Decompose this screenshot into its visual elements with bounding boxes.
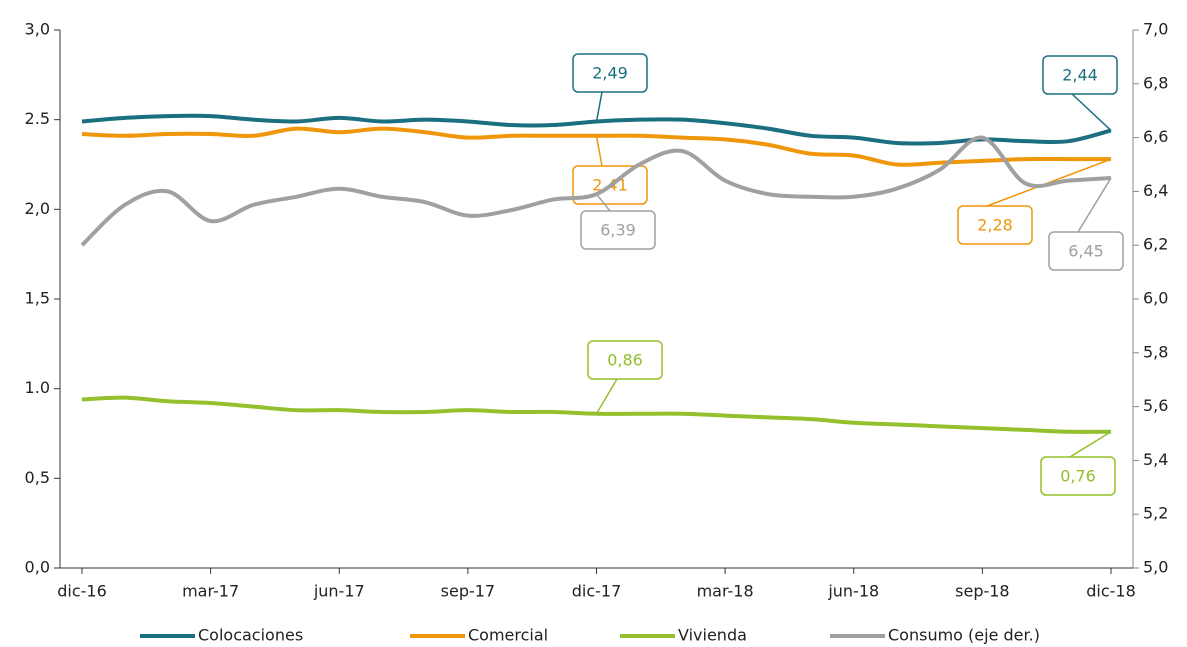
y-tick-label: 1.0 — [25, 378, 50, 397]
y2-tick-label: 6,2 — [1143, 235, 1168, 254]
data-label: 0,76 — [1060, 467, 1096, 486]
y2-tick-label: 6,4 — [1143, 181, 1168, 200]
x-tick-label: sep-17 — [441, 582, 495, 601]
legend-label: Consumo (eje der.) — [888, 626, 1040, 645]
y2-tick-label: 6,8 — [1143, 73, 1168, 92]
x-tick-label: mar-17 — [182, 582, 239, 601]
y-tick-label: 0,0 — [25, 558, 50, 577]
y-tick-label: 2.5 — [25, 109, 50, 128]
data-label: 2,49 — [592, 64, 628, 83]
y2-tick-label: 5,0 — [1143, 558, 1168, 577]
callout-box — [1040, 456, 1116, 496]
y2-tick-label: 6,0 — [1143, 289, 1168, 308]
y-tick-label: 1,5 — [25, 289, 50, 308]
x-tick-label: jun-17 — [313, 582, 365, 601]
line — [81, 126, 1111, 167]
y2-tick-label: 6,6 — [1143, 127, 1168, 146]
legend-label: Colocaciones — [198, 626, 303, 645]
y2-tick-label: 5,2 — [1143, 504, 1168, 523]
x-tick-label: jun-18 — [827, 582, 879, 601]
x-tick-label: dic-16 — [57, 582, 107, 601]
callout-box — [1048, 231, 1124, 271]
callout-box — [580, 210, 656, 250]
callout-box — [587, 340, 663, 380]
callout-pointer — [1071, 93, 1112, 131]
y-tick-label: 0,5 — [25, 468, 50, 487]
data-label: 6,39 — [600, 221, 636, 240]
x-tick-label: dic-18 — [1086, 582, 1136, 601]
callout-box — [957, 205, 1033, 245]
data-label: 2,44 — [1062, 66, 1098, 85]
y2-tick-label: 5,8 — [1143, 342, 1168, 361]
callout-pointer — [595, 193, 611, 212]
callout-pointer — [1077, 177, 1112, 233]
line — [81, 395, 1112, 434]
data-label: 6,45 — [1068, 242, 1104, 261]
y-tick-label: 3,0 — [25, 20, 50, 39]
callout-pointer — [595, 91, 603, 122]
callout-box — [1042, 55, 1118, 95]
y-tick-label: 2,0 — [25, 199, 50, 218]
data-label: 2,28 — [977, 216, 1013, 235]
x-tick-label: sep-18 — [955, 582, 1009, 601]
y2-tick-label: 5,6 — [1143, 396, 1168, 415]
callout-pointer — [1069, 431, 1112, 458]
x-tick-label: dic-17 — [572, 582, 622, 601]
callout-box — [572, 53, 648, 93]
callout-pointer — [595, 378, 618, 415]
legend-label: Vivienda — [678, 626, 747, 645]
legend-label: Comercial — [468, 626, 548, 645]
callout-pointer — [595, 135, 603, 167]
y2-tick-label: 7,0 — [1143, 20, 1168, 39]
x-tick-label: mar-18 — [697, 582, 754, 601]
y2-tick-label: 5,4 — [1143, 450, 1168, 469]
data-label: 0,86 — [607, 351, 643, 370]
